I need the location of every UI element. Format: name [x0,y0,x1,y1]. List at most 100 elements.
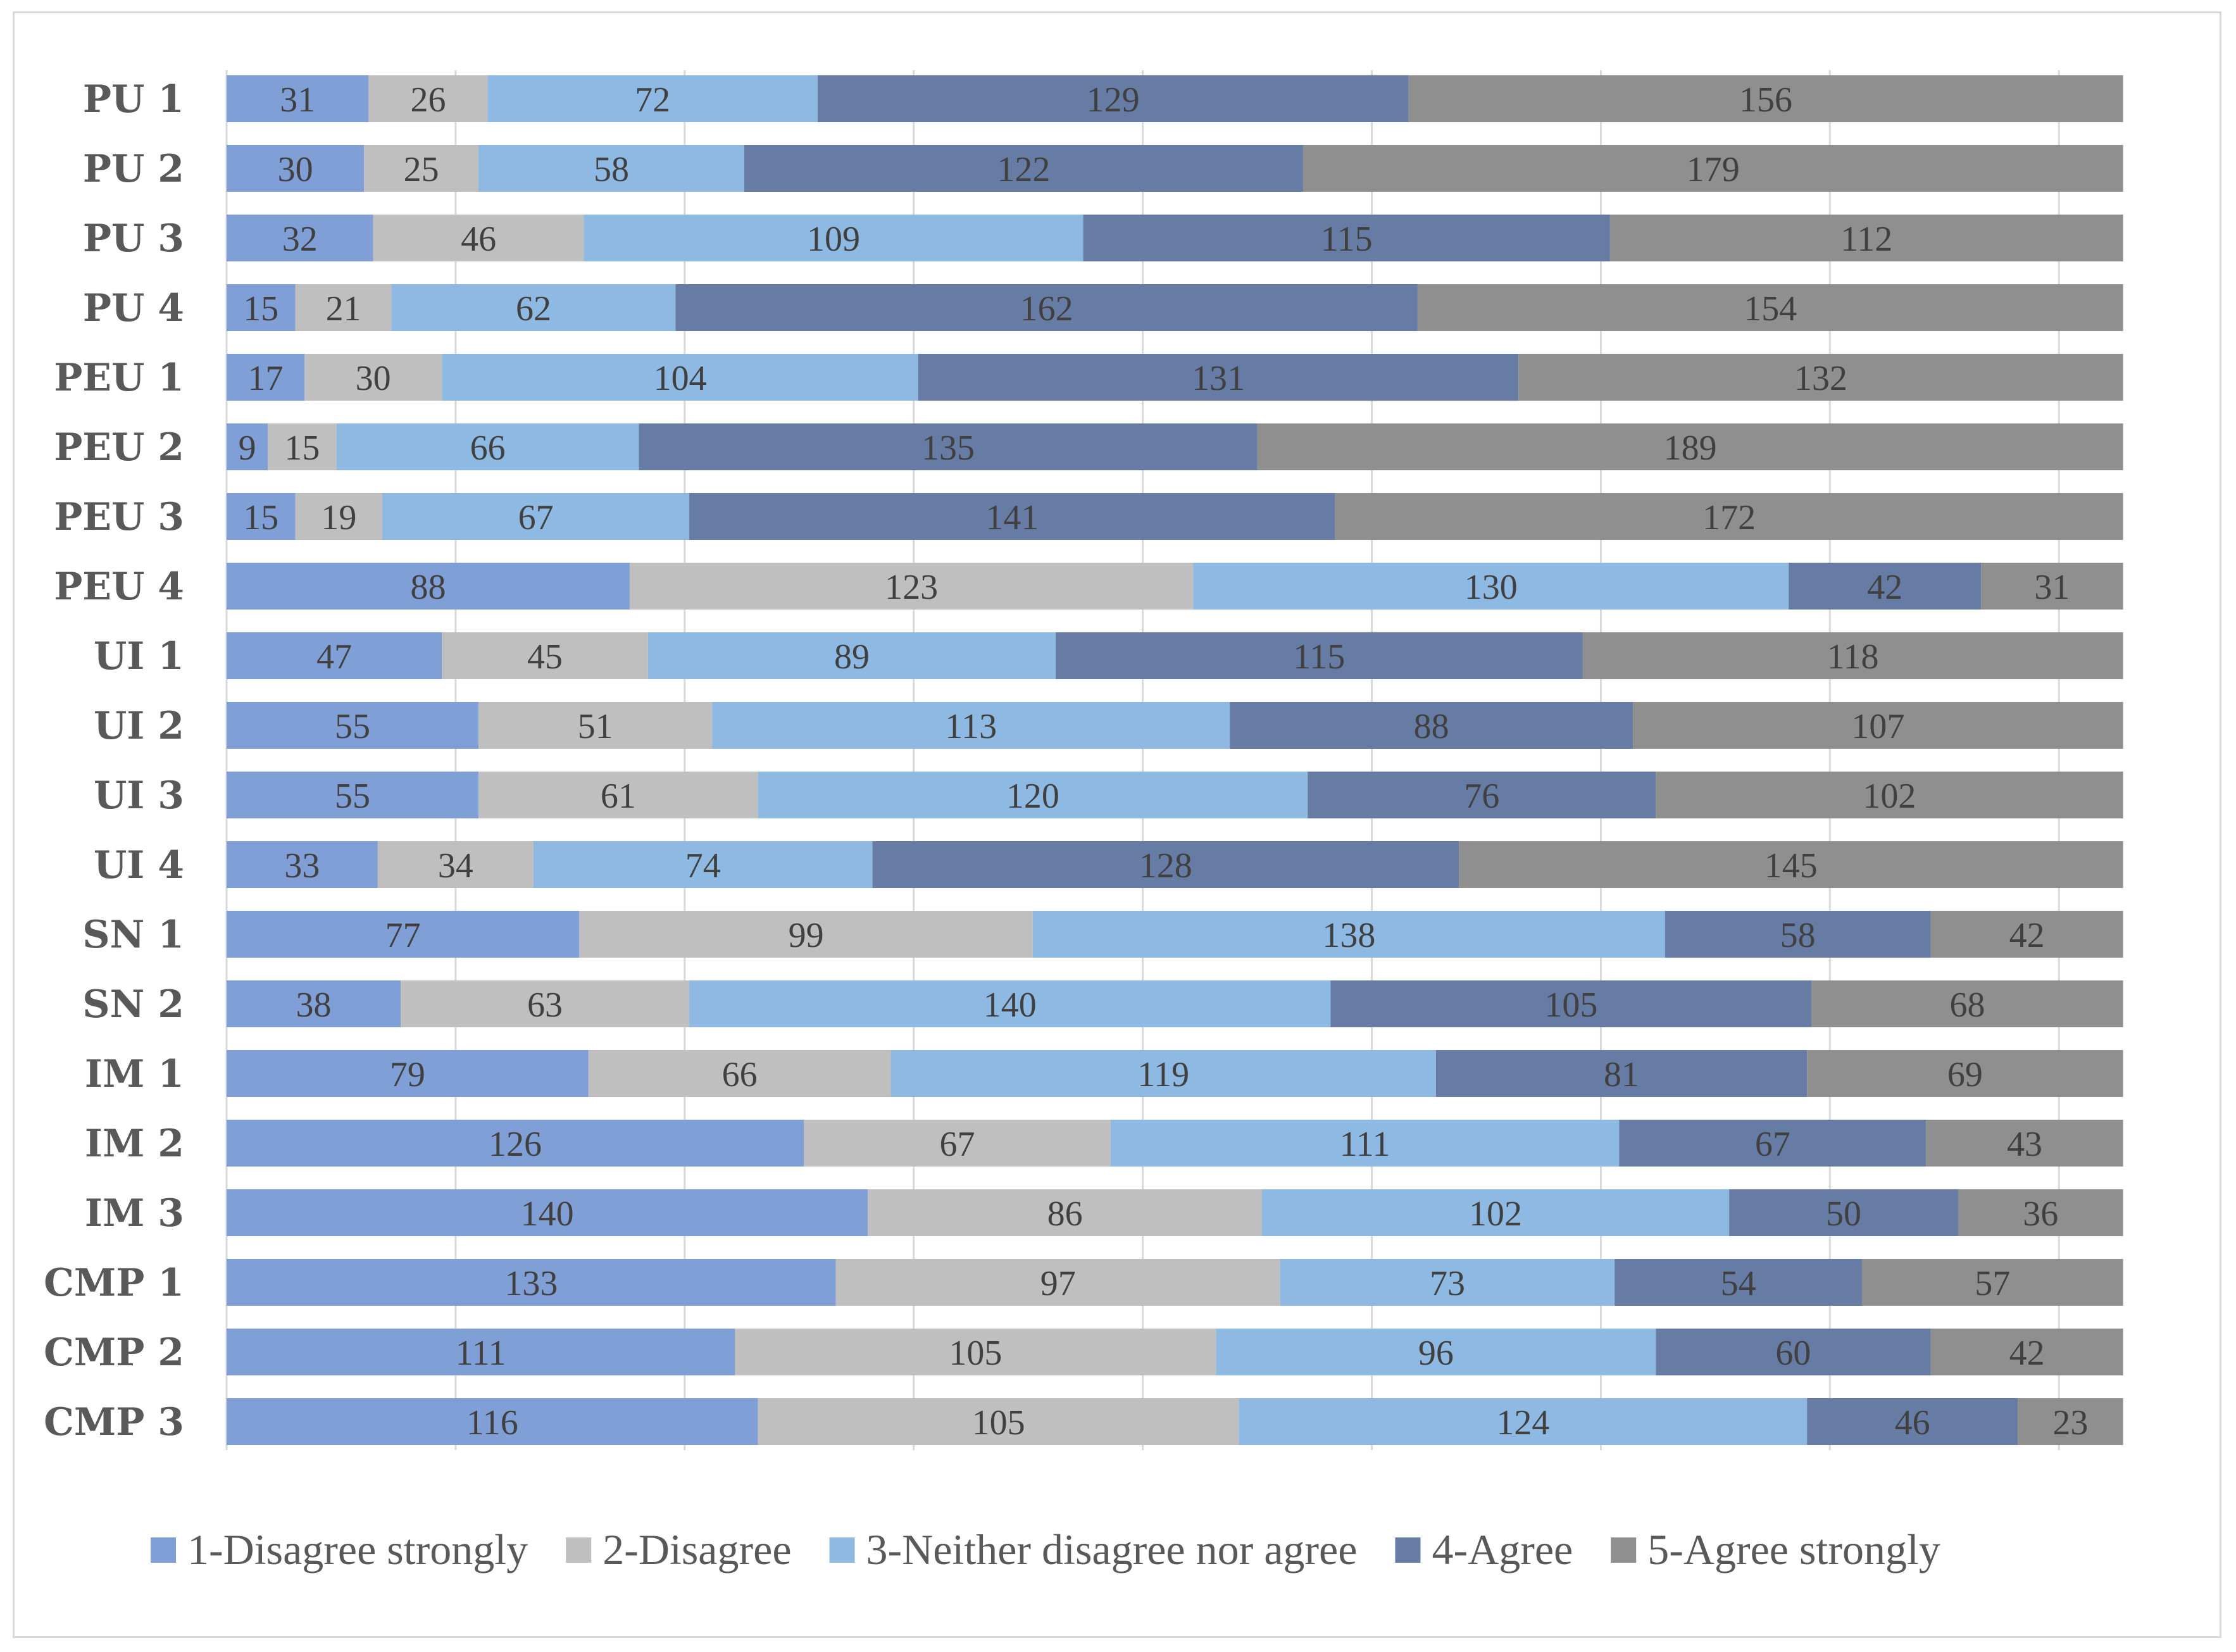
data-label: 32 [282,220,318,259]
bar-segment [227,284,296,331]
data-label: 124 [1496,1403,1549,1442]
bar-segment [442,632,648,679]
bar-segment [227,75,369,122]
data-label: 67 [518,498,554,537]
data-label: 54 [1721,1264,1756,1303]
bar-segment [1083,215,1610,261]
data-label: 19 [321,498,356,537]
data-label: 21 [326,289,361,329]
data-label: 72 [635,80,670,120]
legend-item: 3-Neither disagree nor agree [829,1525,1357,1574]
bar-segment [735,1329,1216,1375]
bar-segment [1230,702,1633,749]
bar-segment [401,980,690,1027]
data-label: 66 [722,1055,758,1094]
data-label: 43 [2007,1125,2042,1164]
bar-segment [478,145,744,192]
bar-segment [295,493,383,540]
data-label: 45 [527,637,563,677]
bar-segment [1862,1259,2123,1306]
bar-segment [227,911,580,958]
data-label: 31 [280,80,315,120]
bar-segment [1193,563,1789,610]
data-label: 25 [404,150,439,189]
category-label: UI 2 [94,704,184,748]
data-label: 30 [356,359,391,398]
data-label: 26 [410,80,446,120]
data-label: 51 [578,707,613,746]
data-label: 55 [335,707,370,746]
bar-segment [1981,563,2123,610]
data-label: 62 [516,289,551,329]
data-label: 89 [834,637,870,677]
category-label: PU 4 [83,286,184,330]
bar-segment [227,1050,589,1097]
bar-segment [1459,841,2123,888]
bar-segment [1930,911,2123,958]
data-label: 162 [1020,289,1073,329]
data-label: 129 [1087,80,1140,120]
category-label: UI 4 [94,843,184,887]
data-label: 115 [1293,637,1345,677]
data-label: 42 [2009,916,2045,955]
data-label: 58 [594,150,629,189]
bar-segment [227,423,268,470]
data-label: 73 [1430,1264,1465,1303]
bar-segment [368,75,488,122]
bar-segment [227,1398,758,1445]
legend-item: 2-Disagree [566,1525,792,1574]
data-label: 111 [456,1334,506,1373]
bar-segment [227,632,442,679]
category-label: PU 3 [83,216,184,261]
data-label: 109 [807,220,860,259]
bar-segment [336,423,639,470]
legend-item: 5-Agree strongly [1611,1525,1940,1574]
category-label: CMP 2 [44,1330,184,1375]
data-label: 99 [789,916,824,955]
category-label: IM 1 [85,1052,184,1096]
data-label: 36 [2023,1194,2058,1234]
data-label: 47 [316,637,352,677]
bar-segment [1807,1398,2018,1445]
bar-segment [1958,1189,2123,1236]
bar-segment [487,75,818,122]
category-label: PU 2 [83,147,184,191]
data-label: 50 [1826,1194,1861,1234]
bar-segment [227,841,378,888]
bar-segment [1789,563,1982,610]
data-label: 38 [296,986,332,1025]
bar-segment [1665,911,1931,958]
data-label: 57 [1975,1264,2010,1303]
bar-segment [689,493,1335,540]
bar-segment [268,423,337,470]
bar-segment [227,493,296,540]
data-label: 58 [1780,916,1816,955]
data-label: 46 [461,220,496,259]
data-label: 113 [945,707,997,746]
bar-segment [872,841,1459,888]
bar-segment [579,911,1033,958]
data-label: 46 [1895,1403,1930,1442]
bar-segment [391,284,676,331]
data-label: 34 [438,846,473,885]
bar-segment [817,75,1409,122]
bar-segment [1633,702,2123,749]
data-label: 15 [284,429,320,468]
bar-segment [1032,911,1665,958]
data-label: 96 [1418,1334,1454,1373]
category-label: PEU 2 [54,425,184,470]
category-label: PEU 3 [54,495,184,539]
data-label: 88 [1414,707,1449,746]
category-label: IM 3 [85,1191,184,1236]
legend-label: 2-Disagree [603,1525,791,1574]
bar-segment [377,841,534,888]
legend-label: 1-Disagree strongly [187,1525,528,1574]
data-label: 61 [601,777,636,816]
data-label: 63 [527,986,563,1025]
bar-segment [227,1189,868,1236]
bar-segment [227,1120,804,1167]
data-label: 42 [1867,568,1902,607]
data-label: 118 [1827,637,1879,677]
